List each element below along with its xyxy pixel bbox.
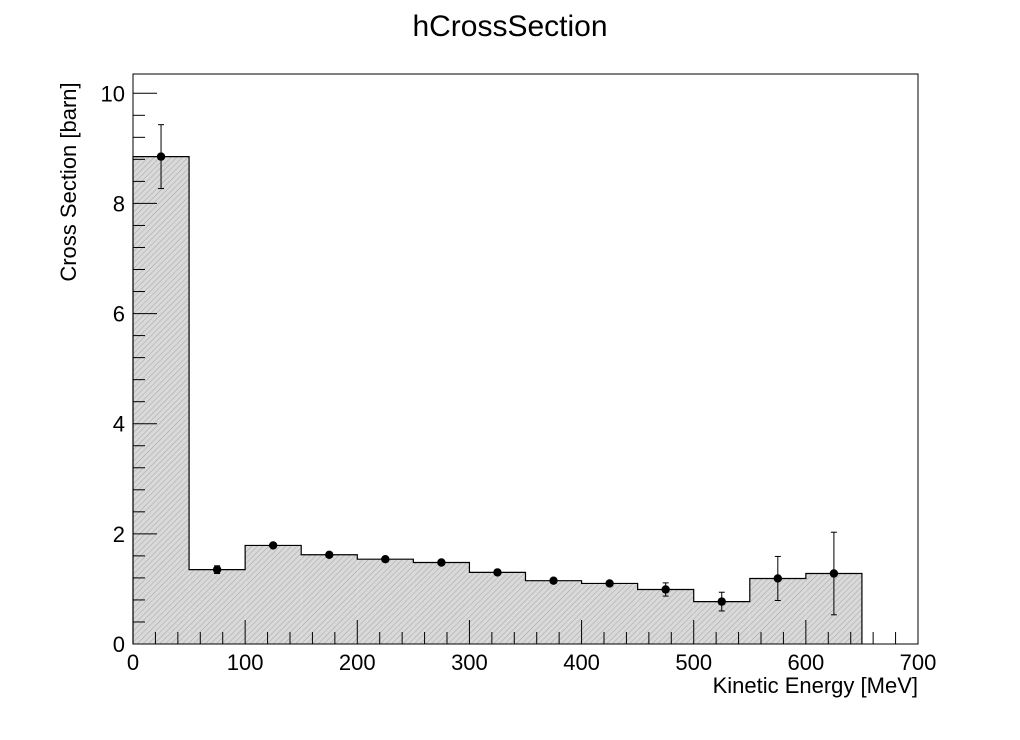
- data-point: [156, 152, 166, 161]
- chart-title: hCrossSection: [412, 10, 607, 43]
- histogram-bar: [245, 545, 302, 644]
- y-tick-label: 2: [113, 522, 125, 547]
- histogram-bar: [133, 156, 190, 644]
- histogram-bar: [637, 589, 694, 644]
- x-tick-label: 0: [127, 650, 139, 675]
- histogram-bar: [413, 562, 470, 644]
- y-axis-label: Cross Section [barn]: [56, 82, 81, 281]
- data-point: [268, 541, 278, 550]
- x-tick-label: 700: [900, 650, 937, 675]
- y-tick-label: 10: [101, 81, 125, 106]
- data-point: [212, 565, 222, 574]
- data-point: [773, 574, 783, 583]
- x-tick-label: 200: [339, 650, 376, 675]
- y-tick-label: 4: [113, 412, 125, 437]
- y-tick-label: 0: [113, 632, 125, 657]
- y-tick-label: 6: [113, 302, 125, 327]
- x-tick-label: 600: [787, 650, 824, 675]
- histogram-bar: [581, 583, 638, 644]
- data-point: [829, 569, 839, 578]
- data-point: [493, 568, 502, 577]
- x-axis-label: Kinetic Energy [MeV]: [713, 673, 918, 698]
- data-point: [381, 554, 390, 564]
- histogram-bar: [301, 554, 358, 644]
- data-point: [661, 585, 670, 594]
- axes-layer: [132, 73, 919, 645]
- data-point: [549, 576, 558, 585]
- data-point: [605, 579, 614, 588]
- x-tick-label: 500: [675, 650, 712, 675]
- data-point: [437, 558, 446, 567]
- y-tick-label: 8: [113, 191, 125, 216]
- x-tick-label: 100: [227, 650, 264, 675]
- x-tick-label: 300: [451, 650, 488, 675]
- plot-frame: [132, 73, 919, 645]
- points-layer: [156, 124, 839, 616]
- data-point: [325, 550, 334, 559]
- histogram-bar: [189, 569, 246, 644]
- histogram-bar: [469, 572, 526, 644]
- data-point: [717, 597, 726, 606]
- histogram-layer: [132, 156, 863, 644]
- histogram-bar: [357, 559, 414, 644]
- x-tick-label: 400: [563, 650, 600, 675]
- histogram-bar: [525, 580, 582, 644]
